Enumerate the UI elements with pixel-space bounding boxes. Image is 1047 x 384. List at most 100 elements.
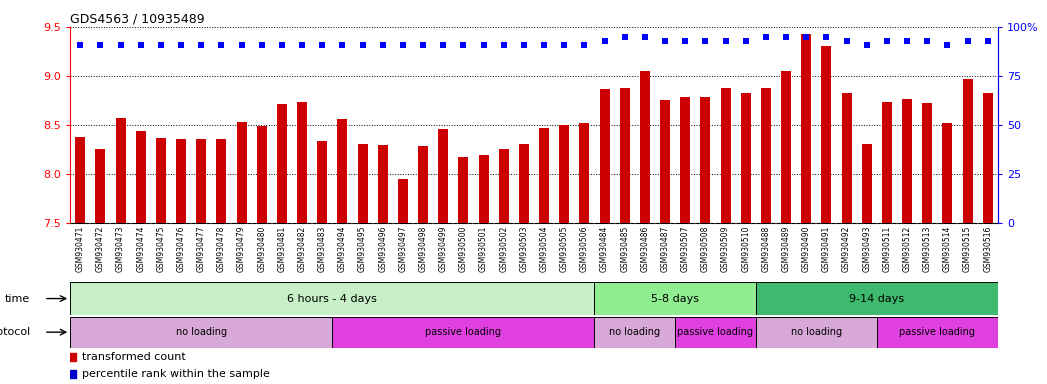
Bar bbox=[237, 122, 247, 223]
Text: GSM930509: GSM930509 bbox=[721, 226, 730, 272]
Bar bbox=[821, 46, 831, 223]
Bar bbox=[317, 141, 328, 223]
Bar bbox=[539, 128, 549, 223]
Bar bbox=[681, 98, 690, 223]
Text: protocol: protocol bbox=[0, 327, 29, 337]
Bar bbox=[842, 93, 851, 223]
Bar bbox=[156, 137, 165, 223]
Bar bbox=[337, 119, 348, 223]
Text: GSM930483: GSM930483 bbox=[317, 226, 327, 272]
Bar bbox=[439, 129, 448, 223]
Bar bbox=[418, 146, 428, 223]
Text: GSM930490: GSM930490 bbox=[802, 226, 810, 272]
Text: passive loading: passive loading bbox=[899, 327, 976, 337]
Bar bbox=[640, 71, 650, 223]
Text: GSM930485: GSM930485 bbox=[620, 226, 629, 272]
Text: GSM930512: GSM930512 bbox=[903, 226, 912, 272]
Text: GSM930516: GSM930516 bbox=[983, 226, 993, 272]
Bar bbox=[136, 131, 146, 223]
Bar bbox=[595, 282, 756, 315]
Text: 5-8 days: 5-8 days bbox=[651, 293, 699, 304]
Bar bbox=[297, 102, 307, 223]
Text: GSM930479: GSM930479 bbox=[237, 226, 246, 272]
Text: GSM930478: GSM930478 bbox=[217, 226, 226, 272]
Text: GSM930497: GSM930497 bbox=[399, 226, 407, 272]
Bar bbox=[176, 139, 186, 223]
Text: GSM930475: GSM930475 bbox=[156, 226, 165, 272]
Bar bbox=[756, 317, 876, 348]
Text: GSM930471: GSM930471 bbox=[75, 226, 85, 272]
Bar bbox=[196, 139, 206, 223]
Text: GSM930484: GSM930484 bbox=[600, 226, 609, 272]
Bar bbox=[579, 123, 589, 223]
Bar bbox=[398, 179, 408, 223]
Text: percentile rank within the sample: percentile rank within the sample bbox=[82, 369, 270, 379]
Bar bbox=[660, 100, 670, 223]
Text: GSM930487: GSM930487 bbox=[661, 226, 669, 272]
Bar bbox=[357, 144, 367, 223]
Text: GSM930510: GSM930510 bbox=[741, 226, 751, 272]
Bar bbox=[962, 79, 973, 223]
Text: no loading: no loading bbox=[609, 327, 661, 337]
Bar bbox=[862, 144, 872, 223]
Text: GSM930495: GSM930495 bbox=[358, 226, 367, 272]
Text: passive loading: passive loading bbox=[425, 327, 502, 337]
Bar bbox=[95, 149, 106, 223]
Text: GSM930474: GSM930474 bbox=[136, 226, 146, 272]
Text: GSM930496: GSM930496 bbox=[378, 226, 387, 272]
Text: GSM930481: GSM930481 bbox=[277, 226, 287, 272]
Text: GSM930511: GSM930511 bbox=[883, 226, 891, 272]
Text: GSM930498: GSM930498 bbox=[419, 226, 427, 272]
Text: GSM930501: GSM930501 bbox=[480, 226, 488, 272]
Text: 6 hours - 4 days: 6 hours - 4 days bbox=[287, 293, 377, 304]
Bar bbox=[75, 137, 85, 223]
Bar bbox=[740, 93, 751, 223]
Bar bbox=[217, 139, 226, 223]
Bar bbox=[620, 88, 629, 223]
Text: GSM930503: GSM930503 bbox=[519, 226, 529, 272]
Text: GSM930493: GSM930493 bbox=[863, 226, 871, 272]
Text: transformed count: transformed count bbox=[82, 352, 185, 362]
Bar bbox=[70, 317, 332, 348]
Text: no loading: no loading bbox=[176, 327, 227, 337]
Bar bbox=[903, 99, 912, 223]
Bar bbox=[882, 102, 892, 223]
Text: GSM930472: GSM930472 bbox=[96, 226, 105, 272]
Text: GSM930488: GSM930488 bbox=[761, 226, 771, 272]
Text: no loading: no loading bbox=[790, 327, 842, 337]
Bar bbox=[983, 93, 993, 223]
Text: GSM930486: GSM930486 bbox=[641, 226, 649, 272]
Bar bbox=[70, 282, 595, 315]
Bar bbox=[519, 144, 529, 223]
Bar bbox=[922, 103, 932, 223]
Bar bbox=[876, 317, 998, 348]
Text: GSM930489: GSM930489 bbox=[781, 226, 790, 272]
Text: GSM930477: GSM930477 bbox=[197, 226, 205, 272]
Text: GSM930508: GSM930508 bbox=[700, 226, 710, 272]
Text: GSM930491: GSM930491 bbox=[822, 226, 831, 272]
Bar bbox=[378, 146, 387, 223]
Text: time: time bbox=[4, 293, 29, 304]
Text: 9-14 days: 9-14 days bbox=[849, 293, 905, 304]
Bar bbox=[675, 317, 756, 348]
Bar bbox=[700, 98, 711, 223]
Bar bbox=[332, 317, 595, 348]
Text: GSM930500: GSM930500 bbox=[459, 226, 468, 272]
Bar bbox=[478, 155, 489, 223]
Bar bbox=[115, 118, 126, 223]
Bar bbox=[595, 317, 675, 348]
Text: GSM930476: GSM930476 bbox=[177, 226, 185, 272]
Text: GSM930494: GSM930494 bbox=[338, 226, 347, 272]
Bar bbox=[720, 88, 731, 223]
Text: GSM930482: GSM930482 bbox=[297, 226, 307, 272]
Text: GSM930492: GSM930492 bbox=[842, 226, 851, 272]
Text: GSM930480: GSM930480 bbox=[258, 226, 266, 272]
Bar bbox=[801, 34, 811, 223]
Bar bbox=[459, 157, 468, 223]
Text: GSM930505: GSM930505 bbox=[560, 226, 569, 272]
Bar bbox=[942, 123, 953, 223]
Bar bbox=[600, 89, 609, 223]
Text: GSM930506: GSM930506 bbox=[580, 226, 588, 272]
Text: GSM930504: GSM930504 bbox=[539, 226, 549, 272]
Text: GSM930513: GSM930513 bbox=[922, 226, 932, 272]
